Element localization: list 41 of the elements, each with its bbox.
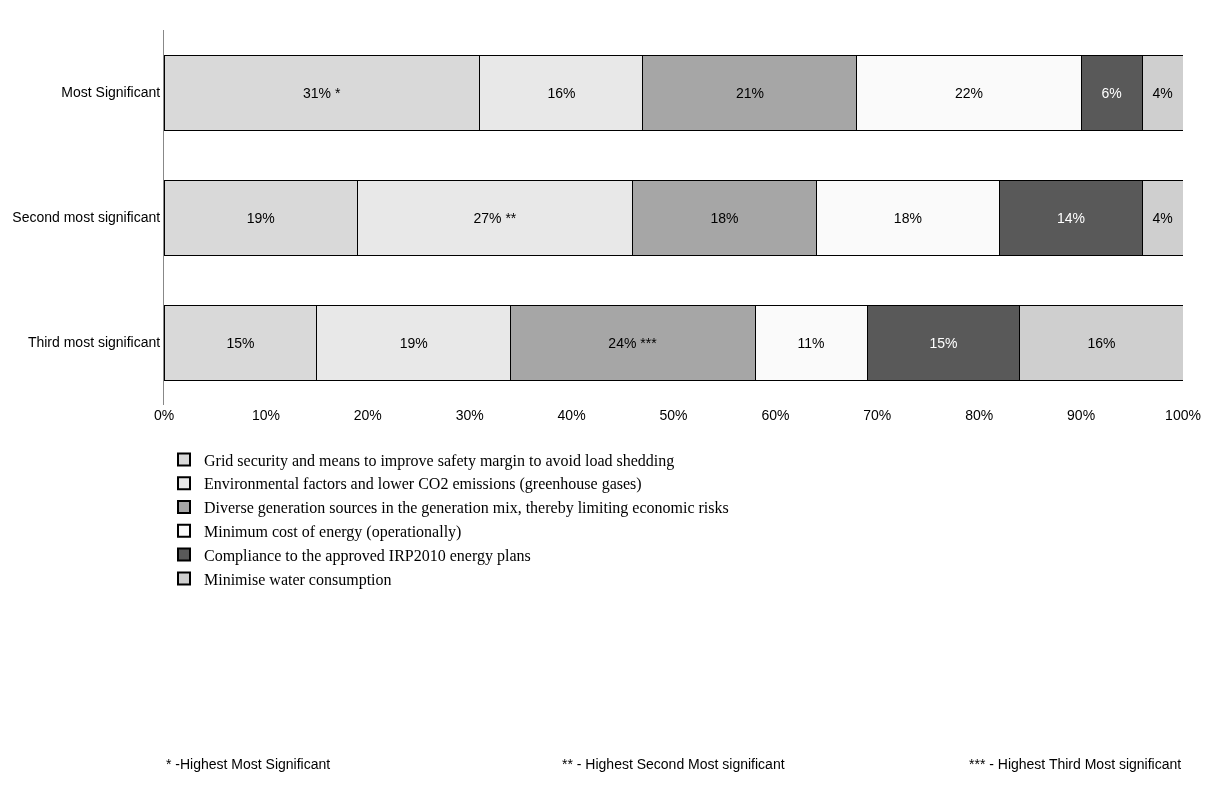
x-tick-label: 90% bbox=[1067, 407, 1096, 423]
x-tick-label: 80% bbox=[965, 407, 994, 423]
y-tick-label: Most Significant bbox=[61, 84, 161, 101]
data-label: 11% bbox=[797, 334, 825, 351]
data-label: 16% bbox=[547, 84, 576, 101]
data-label: 15% bbox=[226, 334, 255, 351]
text: *** - Highest Third Most significant bbox=[969, 756, 1182, 772]
legend-label: Minimum cost of energy (operationally) bbox=[204, 523, 462, 542]
x-tick-label: 60% bbox=[761, 407, 790, 423]
data-label: 19% bbox=[399, 334, 428, 351]
data-label: 14% bbox=[1056, 209, 1085, 226]
data-label: 21% bbox=[735, 84, 764, 101]
data-label: 31% * bbox=[302, 84, 341, 101]
x-tick-label: 10% bbox=[251, 407, 280, 423]
x-tick-label: 20% bbox=[353, 407, 382, 423]
data-label: 4% bbox=[1152, 209, 1173, 226]
data-label: 27% ** bbox=[473, 209, 517, 226]
legend-label: Minimise water consumption bbox=[204, 570, 392, 589]
legend-label: Diverse generation sources in the generation mix, thereby limiting economic risks bbox=[204, 499, 729, 518]
x-tick-label: 50% bbox=[659, 407, 688, 423]
x-tick-label: 0% bbox=[153, 407, 175, 423]
x-tick-label: 70% bbox=[863, 407, 892, 423]
data-label: 18% bbox=[893, 209, 922, 226]
data-label: 18% bbox=[710, 209, 739, 226]
y-tick-label: Second most significant bbox=[12, 209, 161, 226]
data-label: 24% *** bbox=[608, 334, 658, 351]
data-label: 16% bbox=[1087, 334, 1116, 351]
text: * -Highest Most Significant bbox=[166, 756, 331, 772]
legend-label: Environmental factors and lower CO2 emissions (greenhouse gases) bbox=[204, 475, 642, 494]
legend-label: Grid security and means to improve safety margin to avoid load shedding bbox=[204, 451, 675, 470]
data-label: 19% bbox=[246, 209, 275, 226]
text: ** - Highest Second Most significant bbox=[562, 756, 785, 772]
data-label: 15% bbox=[929, 334, 958, 351]
y-tick-label: Third most significant bbox=[27, 334, 161, 351]
data-label: 22% bbox=[954, 84, 984, 101]
data-label: 4% bbox=[1152, 84, 1173, 101]
x-tick-label: 40% bbox=[557, 407, 586, 423]
data-label: 6% bbox=[1101, 84, 1122, 101]
x-tick-label: 100% bbox=[1165, 407, 1201, 423]
legend-label: Compliance to the approved IRP2010 energy plans bbox=[204, 546, 531, 565]
x-tick-label: 30% bbox=[455, 407, 484, 423]
